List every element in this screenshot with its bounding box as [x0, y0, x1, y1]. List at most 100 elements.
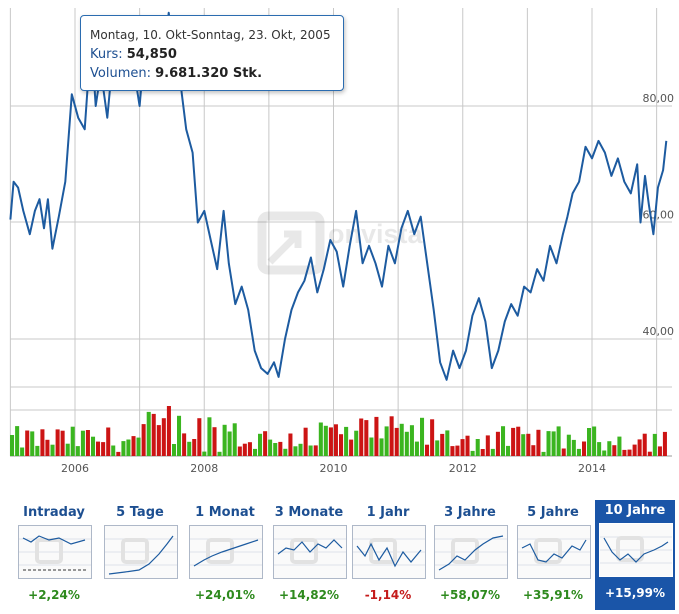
volume-bar: [521, 434, 526, 456]
tab-intraday[interactable]: Intraday +2,24%: [14, 502, 94, 610]
volume-bar: [389, 416, 394, 456]
volume-bar: [511, 427, 516, 456]
volume-bar: [20, 447, 25, 456]
volume-bar: [587, 428, 592, 456]
volume-bar: [571, 439, 576, 456]
thumb-watermark: [616, 536, 644, 562]
tab-change: +15,99%: [604, 586, 666, 600]
tab-3-monate[interactable]: 3 Monate +14,82%: [269, 502, 349, 610]
volume-bar: [303, 427, 308, 456]
x-axis-labels: 2006 2008 2010 2012 2014: [61, 462, 606, 475]
tab-change: +58,07%: [439, 588, 501, 602]
volume-bar: [501, 426, 506, 456]
tab-label: 1 Jahr: [366, 505, 410, 520]
volume-bar: [156, 425, 161, 456]
volume-bar: [582, 441, 587, 456]
volume-bar: [75, 446, 80, 456]
volume-bar: [592, 426, 597, 456]
volume-bar: [662, 431, 667, 456]
volume-bar: [602, 450, 607, 456]
volume-bar: [187, 441, 192, 456]
volume-bar: [101, 442, 106, 456]
volume-bar: [617, 436, 622, 456]
volume-bar: [420, 417, 425, 456]
volume-bars: [10, 406, 667, 456]
watermark-logo: onvista: [257, 211, 424, 275]
thumb-line: [22, 535, 86, 545]
volume-bar: [328, 427, 333, 456]
volume-bar: [450, 446, 455, 456]
volume-bar: [475, 439, 480, 456]
thumb-watermark: [290, 538, 318, 564]
tab-change: +35,91%: [522, 588, 584, 602]
volume-bar: [106, 427, 111, 456]
tab-1-monat[interactable]: 1 Monat +24,01%: [185, 502, 265, 610]
volume-bar: [440, 433, 445, 456]
volume-bar: [298, 443, 303, 456]
volume-bar: [141, 424, 146, 456]
thumb-watermark: [534, 538, 562, 564]
volumen-label: Volumen:: [90, 66, 151, 81]
volume-bar: [242, 443, 247, 456]
volume-bar: [197, 418, 202, 456]
volume-bar: [60, 430, 65, 456]
tab-5-tage[interactable]: 5 Tage: [100, 502, 180, 610]
tab-thumbnail: [517, 525, 591, 579]
volume-bar: [237, 446, 242, 456]
timerange-tabs: Intraday +2,24% 5 Tage 1 Monat +24,01% 3…: [14, 500, 679, 614]
volume-bar: [91, 436, 96, 456]
volume-bar: [652, 433, 657, 456]
tab-thumbnail: [599, 523, 673, 577]
volume-bar: [425, 444, 430, 456]
tab-label: 3 Monate: [274, 505, 344, 520]
tab-label: 5 Tage: [116, 505, 164, 520]
volume-bar: [96, 441, 101, 456]
volume-bar: [146, 411, 151, 456]
volume-bar: [597, 442, 602, 456]
tab-10-jahre[interactable]: 10 Jahre +15,99%: [595, 500, 675, 610]
kurs-value: 54,850: [126, 47, 177, 62]
volume-bar: [551, 431, 556, 456]
watermark-text: onvista: [328, 219, 424, 249]
volume-bar: [384, 426, 389, 456]
volume-bar: [531, 445, 536, 456]
tab-5-jahre[interactable]: 5 Jahre +35,91%: [513, 502, 593, 610]
x-tick-label: 2008: [190, 462, 218, 475]
volume-bar: [15, 426, 20, 456]
tab-3-jahre[interactable]: 3 Jahre +58,07%: [430, 502, 510, 610]
thumb-line: [193, 539, 259, 567]
volume-bar: [323, 425, 328, 456]
volume-bar: [288, 433, 293, 456]
thumb-watermark: [35, 538, 63, 564]
price-tooltip: Montag, 10. Okt-Sonntag, 23. Okt, 2005 K…: [80, 15, 344, 91]
volume-bar: [161, 418, 166, 456]
volume-bar: [217, 451, 222, 456]
volume-bar: [116, 451, 121, 456]
volume-bar: [536, 429, 541, 456]
volume-bar: [212, 427, 217, 456]
tab-change: -1,14%: [364, 588, 412, 602]
volume-bar: [333, 424, 338, 456]
x-tick-label: 2006: [61, 462, 89, 475]
volume-bar: [45, 439, 50, 456]
y-axis-labels: 40,00 60,00 80,00: [643, 92, 675, 338]
volume-bar: [85, 430, 90, 456]
x-tick-label: 2010: [320, 462, 348, 475]
tab-thumbnail: [104, 525, 178, 579]
volume-bar: [227, 431, 232, 456]
volume-bar: [627, 449, 632, 456]
volume-bar: [561, 448, 566, 456]
volume-bar: [318, 422, 323, 456]
volume-bar: [364, 420, 369, 456]
volume-bar: [182, 433, 187, 456]
volume-bar: [354, 430, 359, 456]
volume-bar: [637, 439, 642, 456]
volume-bar: [232, 423, 237, 456]
tab-1-jahr[interactable]: 1 Jahr -1,14%: [348, 502, 428, 610]
volume-bar: [632, 444, 637, 456]
tab-label: 5 Jahre: [527, 505, 579, 520]
tab-thumbnail: [189, 525, 263, 579]
tab-change: +14,82%: [278, 588, 340, 602]
volume-bar: [607, 441, 612, 456]
thumb-line: [521, 539, 587, 563]
